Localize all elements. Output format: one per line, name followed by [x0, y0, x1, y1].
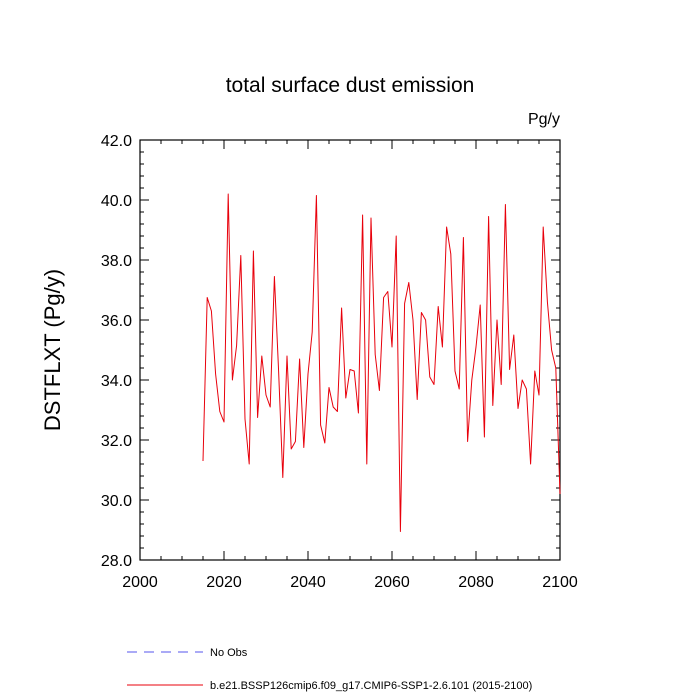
y-tick-label: 42.0: [101, 133, 132, 150]
y-tick-label: 36.0: [101, 313, 132, 330]
x-tick-label: 2020: [206, 574, 242, 591]
y-tick-label: 34.0: [101, 373, 132, 390]
axis-tick-labels: 28.0 30.0 32.0 34.0 36.0 38.0 40.0 42.0 2000 2020…: [101, 133, 578, 591]
series-group: [202, 193, 561, 532]
y-tick-label: 38.0: [101, 253, 132, 270]
x-tick-label: 2060: [374, 574, 410, 591]
y-tick-label: 30.0: [101, 493, 132, 510]
y-tick-label: 28.0: [101, 553, 132, 570]
plot-frame: [139, 139, 561, 561]
y-axis-label: DSTFLXT (Pg/y): [40, 269, 65, 431]
y-tick-label: 40.0: [101, 193, 132, 210]
x-tick-label: 2080: [458, 574, 494, 591]
series-line: [202, 193, 561, 532]
x-tick-label: 2000: [122, 574, 158, 591]
legend-label: b.e21.BSSP126cmip6.f09_g17.CMIP6-SSP1-2.…: [210, 680, 532, 692]
x-tick-label: 2040: [290, 574, 326, 591]
units-label: Pg/y: [528, 111, 560, 128]
y-tick-label: 32.0: [101, 433, 132, 450]
x-tick-label: 2100: [542, 574, 578, 591]
legend: No Obs b.e21.BSSP126cmip6.f09_g17.CMIP6-S…: [127, 647, 532, 692]
chart-title: total surface dust emission: [226, 74, 475, 97]
axis-ticks: [139, 139, 561, 561]
legend-label: No Obs: [210, 647, 248, 659]
